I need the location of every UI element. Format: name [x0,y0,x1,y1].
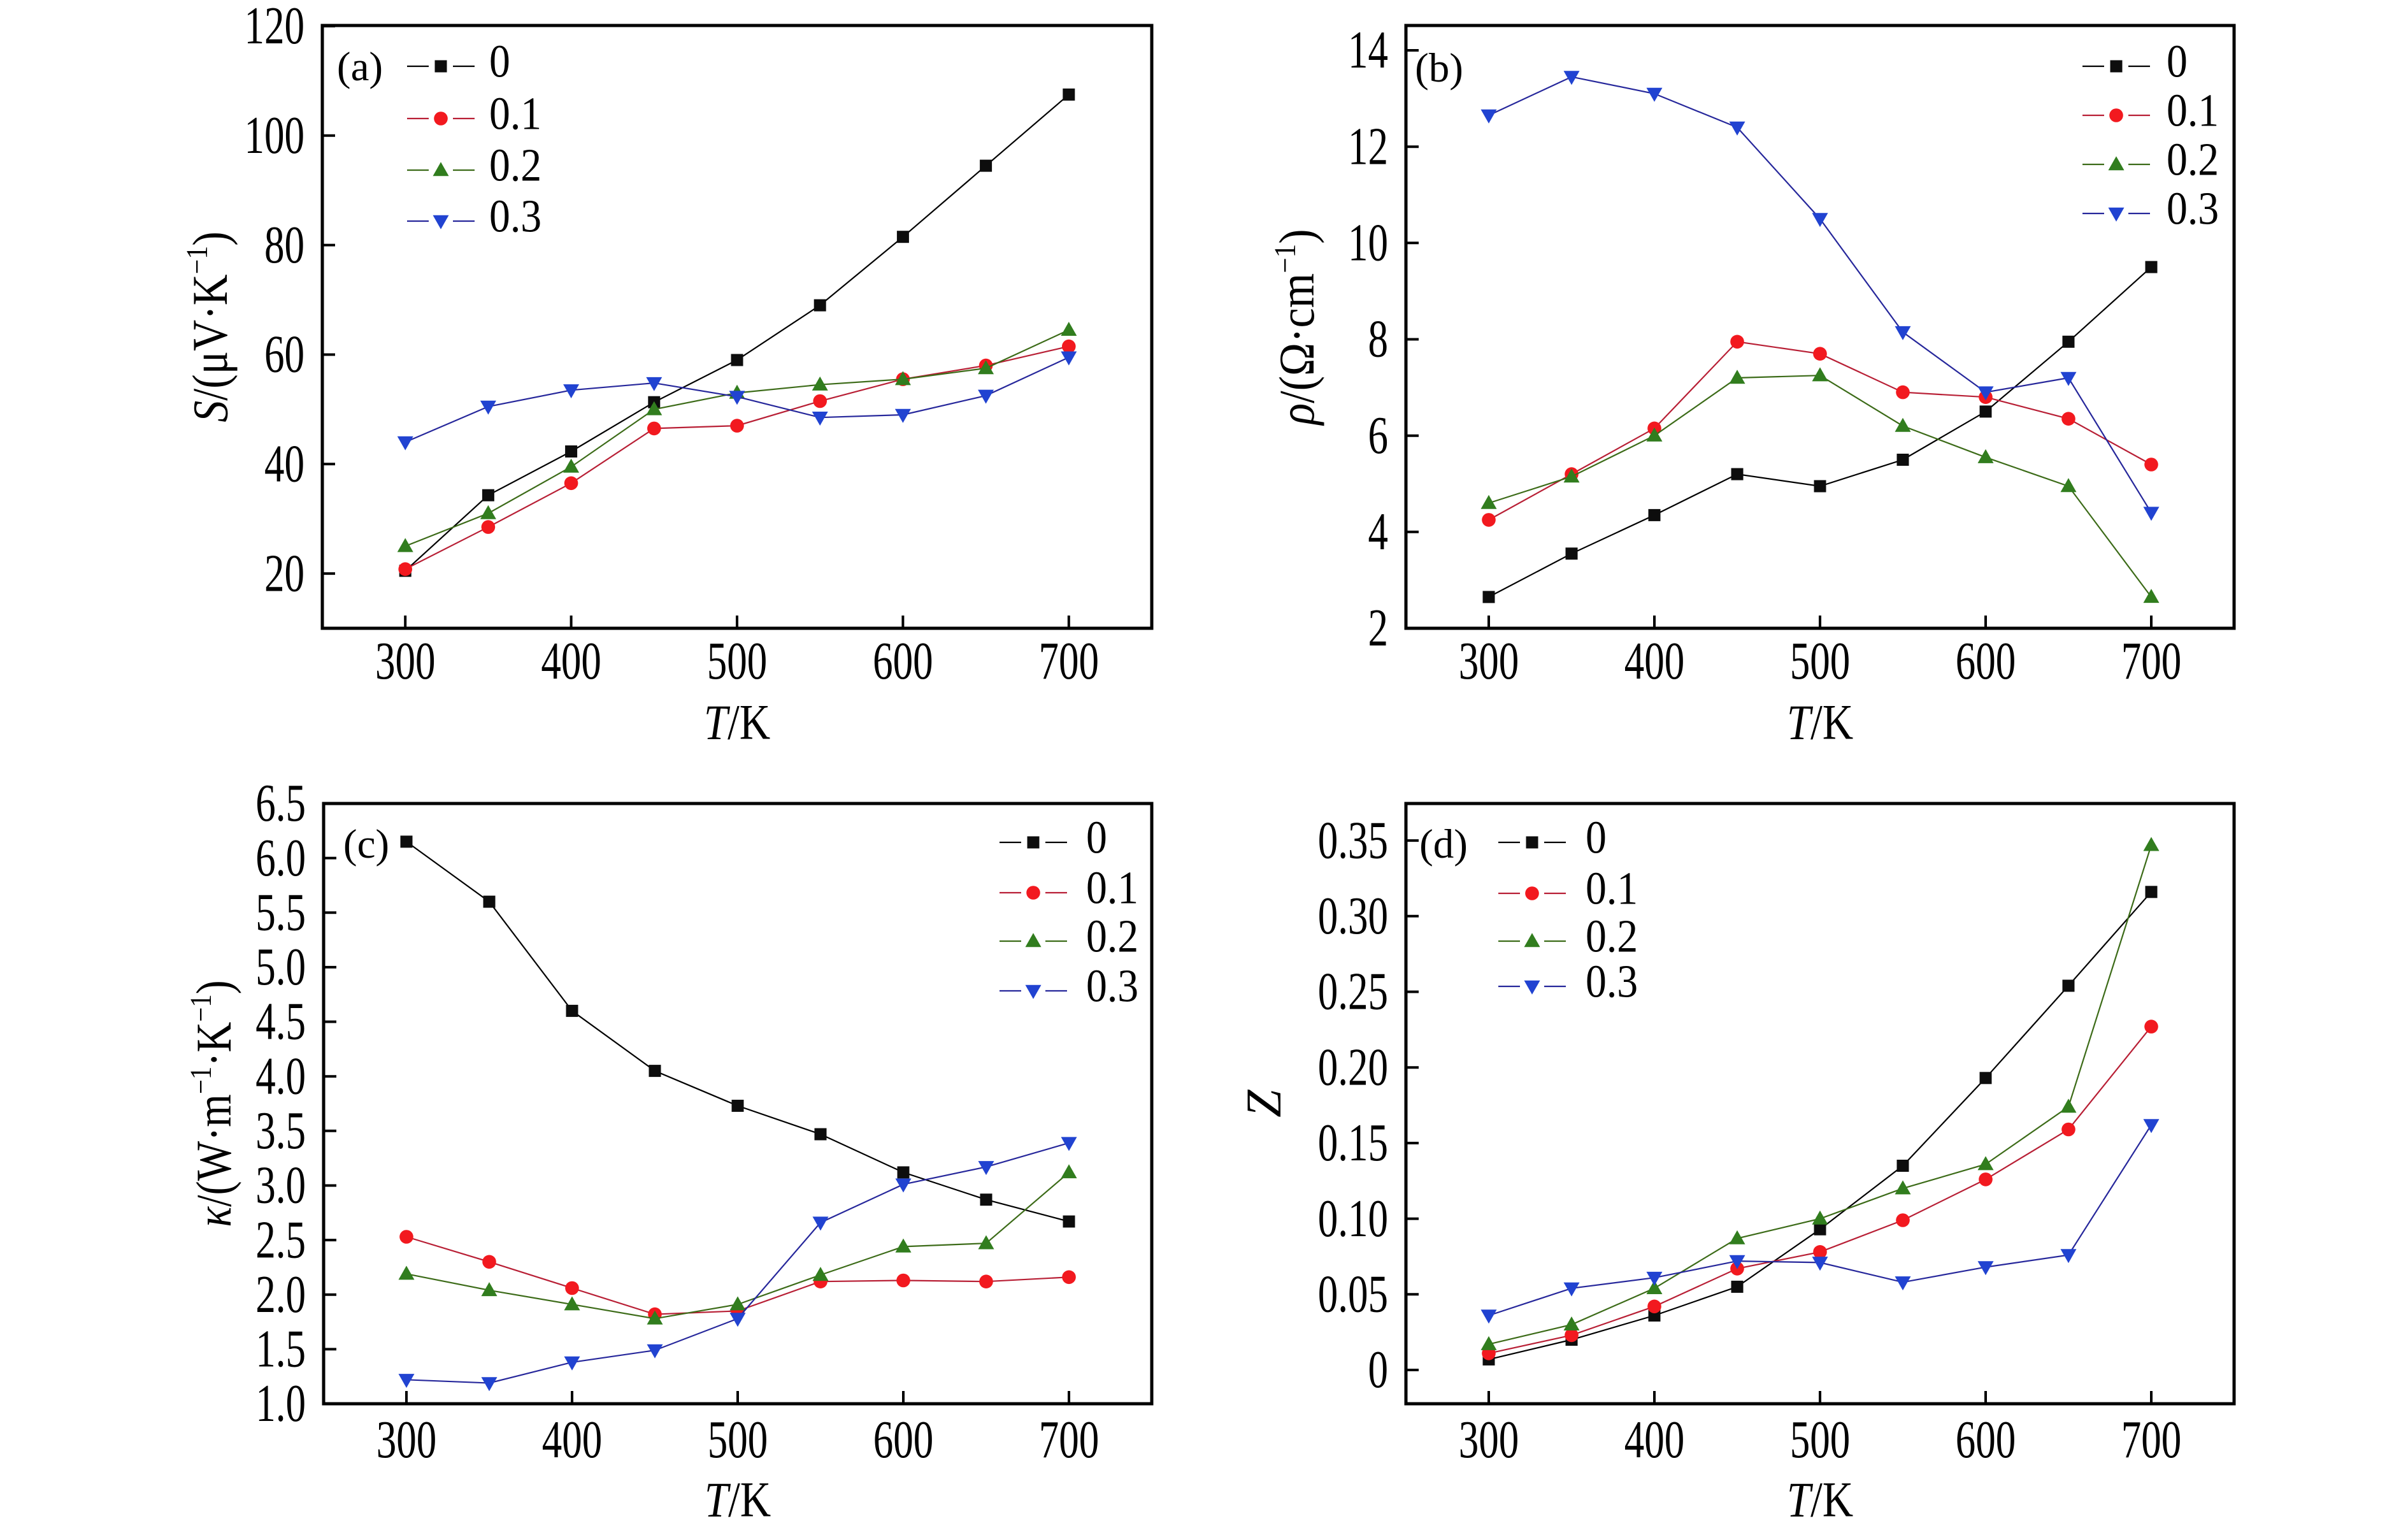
svg-text:600: 600 [1956,1411,2016,1470]
svg-text:500: 500 [1790,632,1850,691]
svg-text:500: 500 [708,1411,768,1470]
svg-text:0.05: 0.05 [1318,1265,1388,1324]
svg-text:T/K: T/K [704,695,770,750]
svg-text:700: 700 [2121,632,2181,691]
svg-text:8: 8 [1368,310,1388,369]
svg-text:3.0: 3.0 [255,1156,306,1215]
svg-text:(a): (a) [337,44,383,90]
svg-text:700: 700 [1039,1411,1099,1470]
svg-text:(c): (c) [343,821,389,867]
svg-text:3.5: 3.5 [255,1101,306,1160]
svg-text:14: 14 [1348,21,1388,80]
svg-text:600: 600 [873,632,933,691]
svg-text:0.3: 0.3 [1086,961,1138,1013]
svg-text:0: 0 [489,36,510,88]
svg-text:6.5: 6.5 [255,774,306,833]
svg-text:0.2: 0.2 [489,140,541,192]
svg-text:2: 2 [1368,599,1388,658]
svg-text:0.15: 0.15 [1318,1114,1388,1173]
svg-text:5.0: 5.0 [255,938,306,997]
svg-text:(d): (d) [1419,821,1468,867]
svg-text:80: 80 [264,215,305,275]
svg-text:12: 12 [1348,117,1388,177]
svg-text:500: 500 [707,632,767,691]
svg-text:300: 300 [375,632,435,691]
svg-text:120: 120 [245,0,305,55]
svg-text:4.0: 4.0 [255,1047,306,1106]
svg-text:60: 60 [264,325,305,384]
svg-text:400: 400 [1624,1411,1684,1470]
svg-text:2.0: 2.0 [255,1265,306,1324]
svg-text:0.3: 0.3 [489,191,541,243]
svg-text:0: 0 [1368,1341,1388,1400]
svg-text:5.5: 5.5 [255,883,306,942]
svg-text:Z: Z [1236,1089,1291,1118]
svg-text:0.3: 0.3 [2167,184,2219,235]
svg-text:0.20: 0.20 [1318,1038,1388,1097]
svg-text:400: 400 [541,632,601,691]
svg-text:0.1: 0.1 [489,89,541,140]
svg-text:T/K: T/K [1787,695,1853,750]
svg-text:1.0: 1.0 [255,1374,306,1434]
svg-text:600: 600 [1956,632,2016,691]
svg-text:0.2: 0.2 [2167,134,2219,186]
svg-text:4: 4 [1368,502,1388,561]
svg-text:0.2: 0.2 [1086,911,1138,963]
svg-text:300: 300 [1459,632,1519,691]
svg-text:500: 500 [1790,1411,1850,1470]
svg-text:6.0: 6.0 [255,828,306,888]
svg-text:T/K: T/K [705,1472,771,1527]
svg-text:0.25: 0.25 [1318,962,1388,1021]
svg-text:0.30: 0.30 [1318,886,1388,946]
svg-text:400: 400 [542,1411,602,1470]
svg-text:400: 400 [1624,632,1684,691]
svg-text:2.5: 2.5 [255,1211,306,1270]
svg-text:T/K: T/K [1787,1472,1853,1527]
svg-text:1.5: 1.5 [255,1320,306,1379]
svg-text:700: 700 [2121,1411,2181,1470]
svg-text:0.1: 0.1 [1586,863,1638,915]
svg-text:0.10: 0.10 [1318,1189,1388,1248]
svg-text:700: 700 [1039,632,1099,691]
svg-text:40: 40 [264,435,305,494]
svg-text:4.5: 4.5 [255,992,306,1051]
svg-text:0: 0 [1586,812,1607,864]
svg-text:0.35: 0.35 [1318,811,1388,870]
svg-text:20: 20 [264,544,305,603]
svg-text:300: 300 [1459,1411,1519,1470]
svg-text:300: 300 [376,1411,436,1470]
svg-text:6: 6 [1368,406,1388,465]
svg-text:0.1: 0.1 [1086,863,1138,914]
svg-text:10: 10 [1348,213,1388,273]
svg-text:600: 600 [873,1411,933,1470]
svg-text:0: 0 [2167,36,2188,88]
svg-text:0.2: 0.2 [1586,911,1638,963]
svg-text:(b): (b) [1415,45,1463,91]
svg-text:0: 0 [1086,812,1107,864]
svg-text:100: 100 [245,106,305,165]
svg-text:0.3: 0.3 [1586,956,1638,1008]
svg-text:0.1: 0.1 [2167,85,2219,137]
